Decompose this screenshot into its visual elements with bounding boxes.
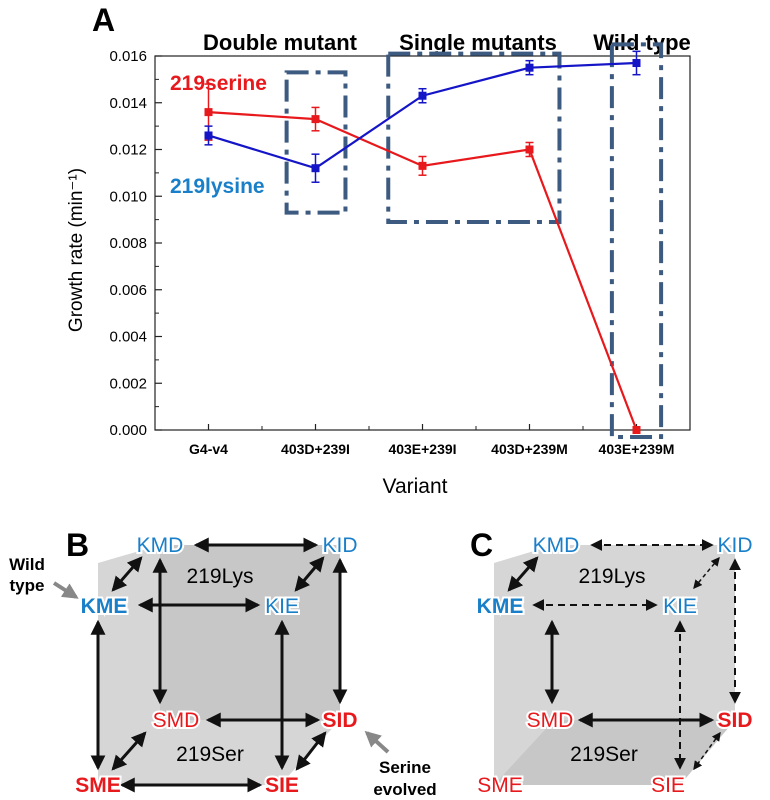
- node-c-sid: SID: [717, 709, 752, 732]
- node-b-kid: KID: [322, 534, 357, 557]
- data-point-219lysine: [525, 63, 534, 72]
- node-b-sie: SIE: [265, 774, 299, 797]
- node-b-smd: SMD: [153, 709, 200, 732]
- plot-frame: [154, 55, 691, 431]
- x-tick-label: 403E+239M: [599, 441, 675, 457]
- plot-area: 0.000 0.002 0.004 0.006 0.008 0.010 0.012 0.014…: [109, 48, 691, 457]
- y-tick-label: 0.010: [109, 188, 147, 205]
- node-c-sme: SME: [477, 774, 523, 797]
- face-label-b-219ser: 219Ser: [176, 743, 244, 766]
- panel-c-letter: C: [470, 527, 493, 563]
- edge-b-smd-sme: [111, 731, 147, 771]
- series-label-219lysine: 219lysine: [170, 175, 265, 198]
- y-tick-label: 0.008: [109, 235, 147, 252]
- x-tick-label: 403E+239I: [388, 441, 456, 457]
- node-c-sie: SIE: [651, 774, 685, 797]
- data-point-219lysine: [204, 131, 213, 140]
- annotation-wild-type-line1: Wild: [9, 555, 45, 574]
- face-label-c-219lys: 219Lys: [579, 565, 646, 588]
- serine-evolved-pointer-arrow: [364, 730, 390, 754]
- data-point-219serine: [525, 145, 534, 154]
- annotation-serine-evolved-line1: Serine: [379, 758, 431, 777]
- panel-a-letter: A: [92, 2, 115, 38]
- node-c-kmd: KMD: [533, 534, 580, 557]
- node-b-kme: KME: [81, 595, 128, 618]
- double-mutant-box: [284, 70, 348, 215]
- x-tick-label: G4-v4: [189, 441, 228, 457]
- y-tick-label: 0.006: [109, 282, 147, 299]
- single-mutants-box: [386, 51, 562, 224]
- node-c-kie: KIE: [663, 595, 697, 618]
- wild-type-box: [609, 42, 664, 440]
- data-point-219serine: [311, 115, 320, 124]
- node-c-smd: SMD: [527, 709, 574, 732]
- x-tick-label: 403D+239I: [281, 441, 350, 457]
- edge-b-sid-sie: [295, 731, 327, 771]
- face-label-c-219ser: 219Ser: [570, 743, 638, 766]
- node-c-kme: KME: [477, 595, 524, 618]
- edge-b-kmd-kme: [111, 556, 143, 592]
- node-b-sid: SID: [322, 709, 357, 732]
- y-tick-label: 0.012: [109, 142, 147, 159]
- face-label-b-219lys: 219Lys: [187, 565, 254, 588]
- annotation-wild-type-line2: type: [10, 576, 45, 595]
- group-label-double-mutant: Double mutant: [203, 30, 358, 55]
- edge-b-kid-kie: [294, 556, 325, 592]
- data-point-219serine: [632, 426, 641, 434]
- panel-b: B 219Lys 219Ser KMD KID KME KIE SMD SID …: [9, 527, 437, 799]
- data-point-219serine: [418, 161, 427, 170]
- panel-c: C 219Lys 219Ser KMD KID KME KIE SMD SID …: [470, 527, 755, 799]
- node-b-kie: KIE: [265, 595, 299, 618]
- x-tick-label: 403D+239M: [491, 441, 568, 457]
- y-tick-label: 0.016: [109, 48, 147, 65]
- data-point-219lysine: [311, 164, 320, 173]
- series-label-219serine: 219serine: [170, 72, 267, 95]
- y-axis-label: Growth rate (min⁻¹): [66, 168, 87, 332]
- series-marks: [204, 50, 641, 434]
- dashed-group-boxes: [284, 42, 664, 440]
- data-point-219lysine: [632, 59, 641, 68]
- edge-c-sid-sie: [693, 731, 721, 771]
- panel-b-letter: B: [66, 527, 89, 563]
- node-b-sme: SME: [75, 774, 121, 797]
- y-tick-label: 0.002: [109, 375, 147, 392]
- wild-type-pointer-arrow: [52, 581, 79, 599]
- group-label-single-mutants: Single mutants: [399, 30, 557, 55]
- node-c-kid: KID: [717, 534, 752, 557]
- annotation-serine-evolved-line2: evolved: [373, 780, 436, 799]
- y-tick-label: 0.014: [109, 95, 147, 112]
- y-tick-label: 0.000: [109, 422, 147, 439]
- data-point-219lysine: [418, 91, 427, 100]
- y-tick-label: 0.004: [109, 329, 147, 346]
- x-axis-label: Variant: [383, 475, 448, 498]
- data-point-219serine: [204, 108, 213, 117]
- node-b-kmd: KMD: [137, 534, 184, 557]
- edge-c-kmd-kme: [507, 556, 539, 592]
